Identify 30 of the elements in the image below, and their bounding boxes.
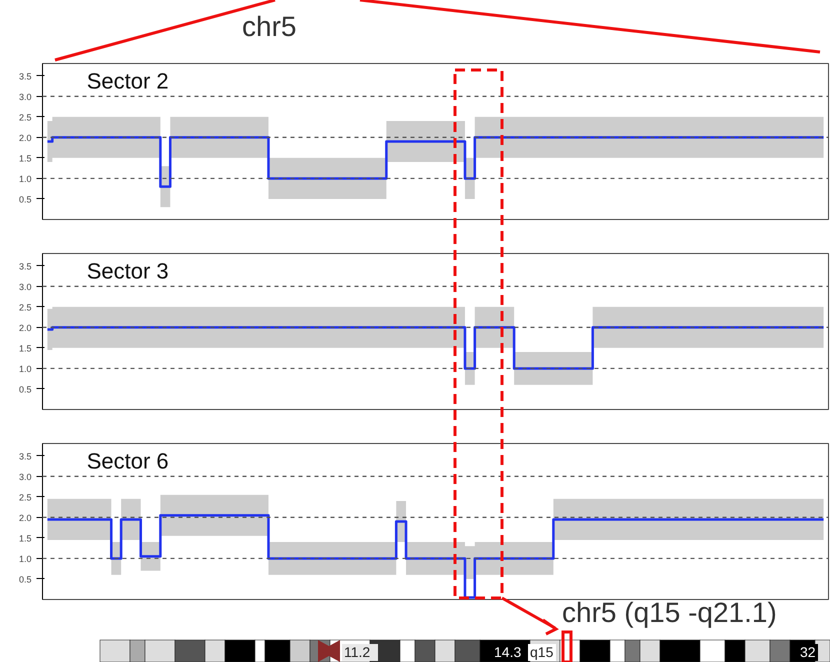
y-tick-label: 1.5	[18, 153, 32, 164]
y-tick-label: 2.0	[18, 512, 32, 523]
chart-title: Sector 6	[86, 448, 169, 474]
y-tick-label: 1.5	[18, 533, 32, 544]
y-tick-label: 0.5	[18, 194, 32, 204]
y-tick-label: 3.5	[18, 71, 32, 82]
y-tick-label: 3.0	[18, 472, 32, 482]
text: 14.3	[494, 644, 522, 660]
y-tick-label: 2.0	[18, 322, 32, 333]
y-tick-label: 3.0	[18, 282, 32, 292]
chart-title: Sector 3	[86, 258, 169, 284]
y-tick-label: 2.5	[18, 112, 32, 122]
y-tick-label: 3.5	[18, 451, 32, 462]
y-tick-label: 1.0	[18, 364, 32, 374]
y-tick-label: 1.0	[18, 554, 32, 564]
y-tick-label: 1.0	[18, 174, 32, 184]
y-tick-label: 2.5	[18, 302, 32, 312]
annotation: chr5 (q15 -q21.1)	[562, 597, 777, 628]
y-tick-label: 0.5	[18, 384, 32, 394]
y-tick-label: 0.5	[18, 574, 32, 584]
text: 32	[800, 644, 816, 660]
text: q15	[530, 644, 554, 660]
y-tick-label: 1.5	[18, 343, 32, 354]
text: 11.2	[344, 644, 370, 660]
y-tick-label: 3.0	[18, 92, 32, 102]
y-tick-label: 3.5	[18, 261, 32, 272]
text: chr5	[242, 11, 296, 42]
y-tick-label: 2.5	[18, 492, 32, 502]
chart-title: Sector 2	[86, 68, 169, 94]
y-tick-label: 2.0	[18, 132, 32, 143]
